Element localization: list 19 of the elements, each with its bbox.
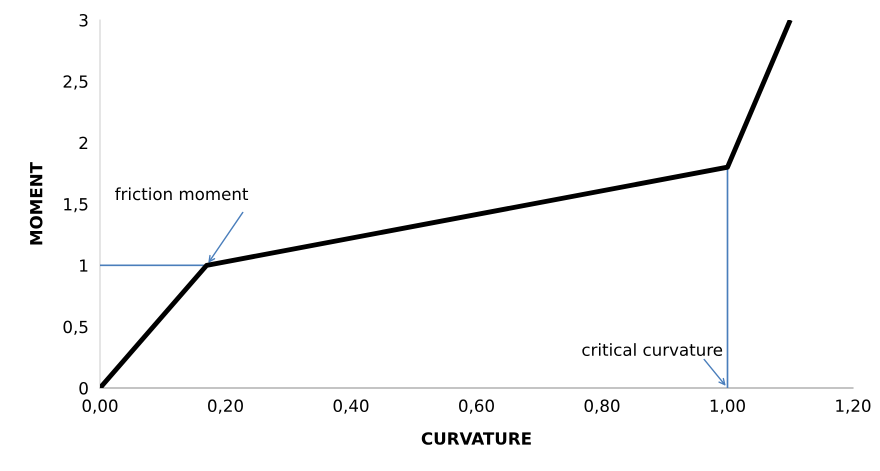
x-axis-title: CURVATURE: [422, 432, 531, 445]
x-tick-label: 0,40: [334, 399, 368, 414]
x-tick-label: 1,00: [710, 399, 745, 414]
y-tick-label: 2,5: [64, 75, 88, 90]
y-tick-label: 2: [80, 136, 88, 149]
x-tick-label: 0,00: [82, 399, 118, 414]
annotation: friction moment: [115, 187, 248, 200]
line-series: [100, 20, 793, 388]
y-tick-label: 1,5: [64, 198, 88, 212]
x-tick-label: 0,60: [459, 399, 494, 414]
annotation: critical curvature: [582, 343, 722, 356]
x-tick-label: 0,20: [208, 399, 243, 414]
y-tick-label: 3: [80, 14, 88, 27]
y-tick-label: 0,5: [63, 320, 88, 335]
x-tick-label: 0,80: [584, 399, 620, 414]
y-tick-label: 0: [79, 382, 88, 395]
x-tick-label: 1,20: [836, 399, 870, 414]
y-tick-label: 1: [80, 260, 88, 272]
y-axis-title: MOMENT: [30, 162, 42, 244]
